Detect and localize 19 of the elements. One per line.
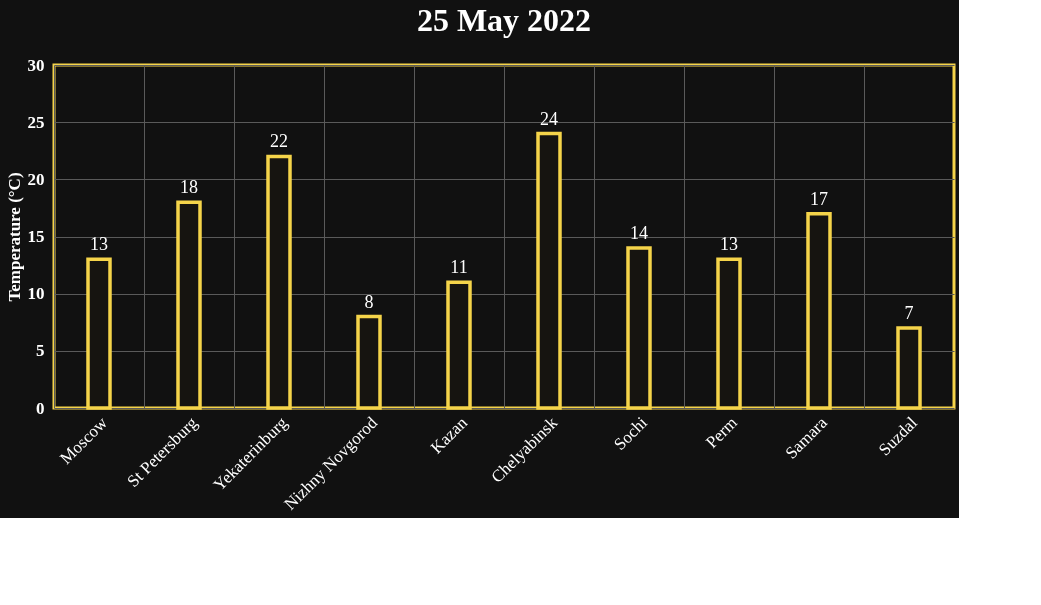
data-label: 24	[540, 108, 558, 129]
data-label: 18	[180, 177, 198, 198]
data-label: 8	[364, 291, 374, 312]
y-tick-label: 15	[27, 227, 45, 246]
data-label: 13	[90, 234, 108, 255]
data-label: 11	[450, 257, 468, 278]
data-label: 14	[630, 222, 648, 243]
y-tick-label: 30	[27, 55, 45, 75]
chart-title: 25 May 2022	[416, 2, 592, 38]
y-tick-label: 20	[27, 169, 45, 189]
y-tick-label: 25	[27, 112, 45, 132]
data-label: 22	[270, 131, 288, 152]
y-tick-label: 0	[36, 398, 45, 418]
y-tick-label: 10	[27, 284, 45, 304]
data-label: 7	[904, 302, 914, 323]
data-label: 13	[720, 234, 738, 255]
data-label: 17	[810, 188, 828, 209]
y-tick-label: 5	[36, 341, 45, 361]
y-axis-title: Temperature (°C)	[4, 172, 24, 302]
